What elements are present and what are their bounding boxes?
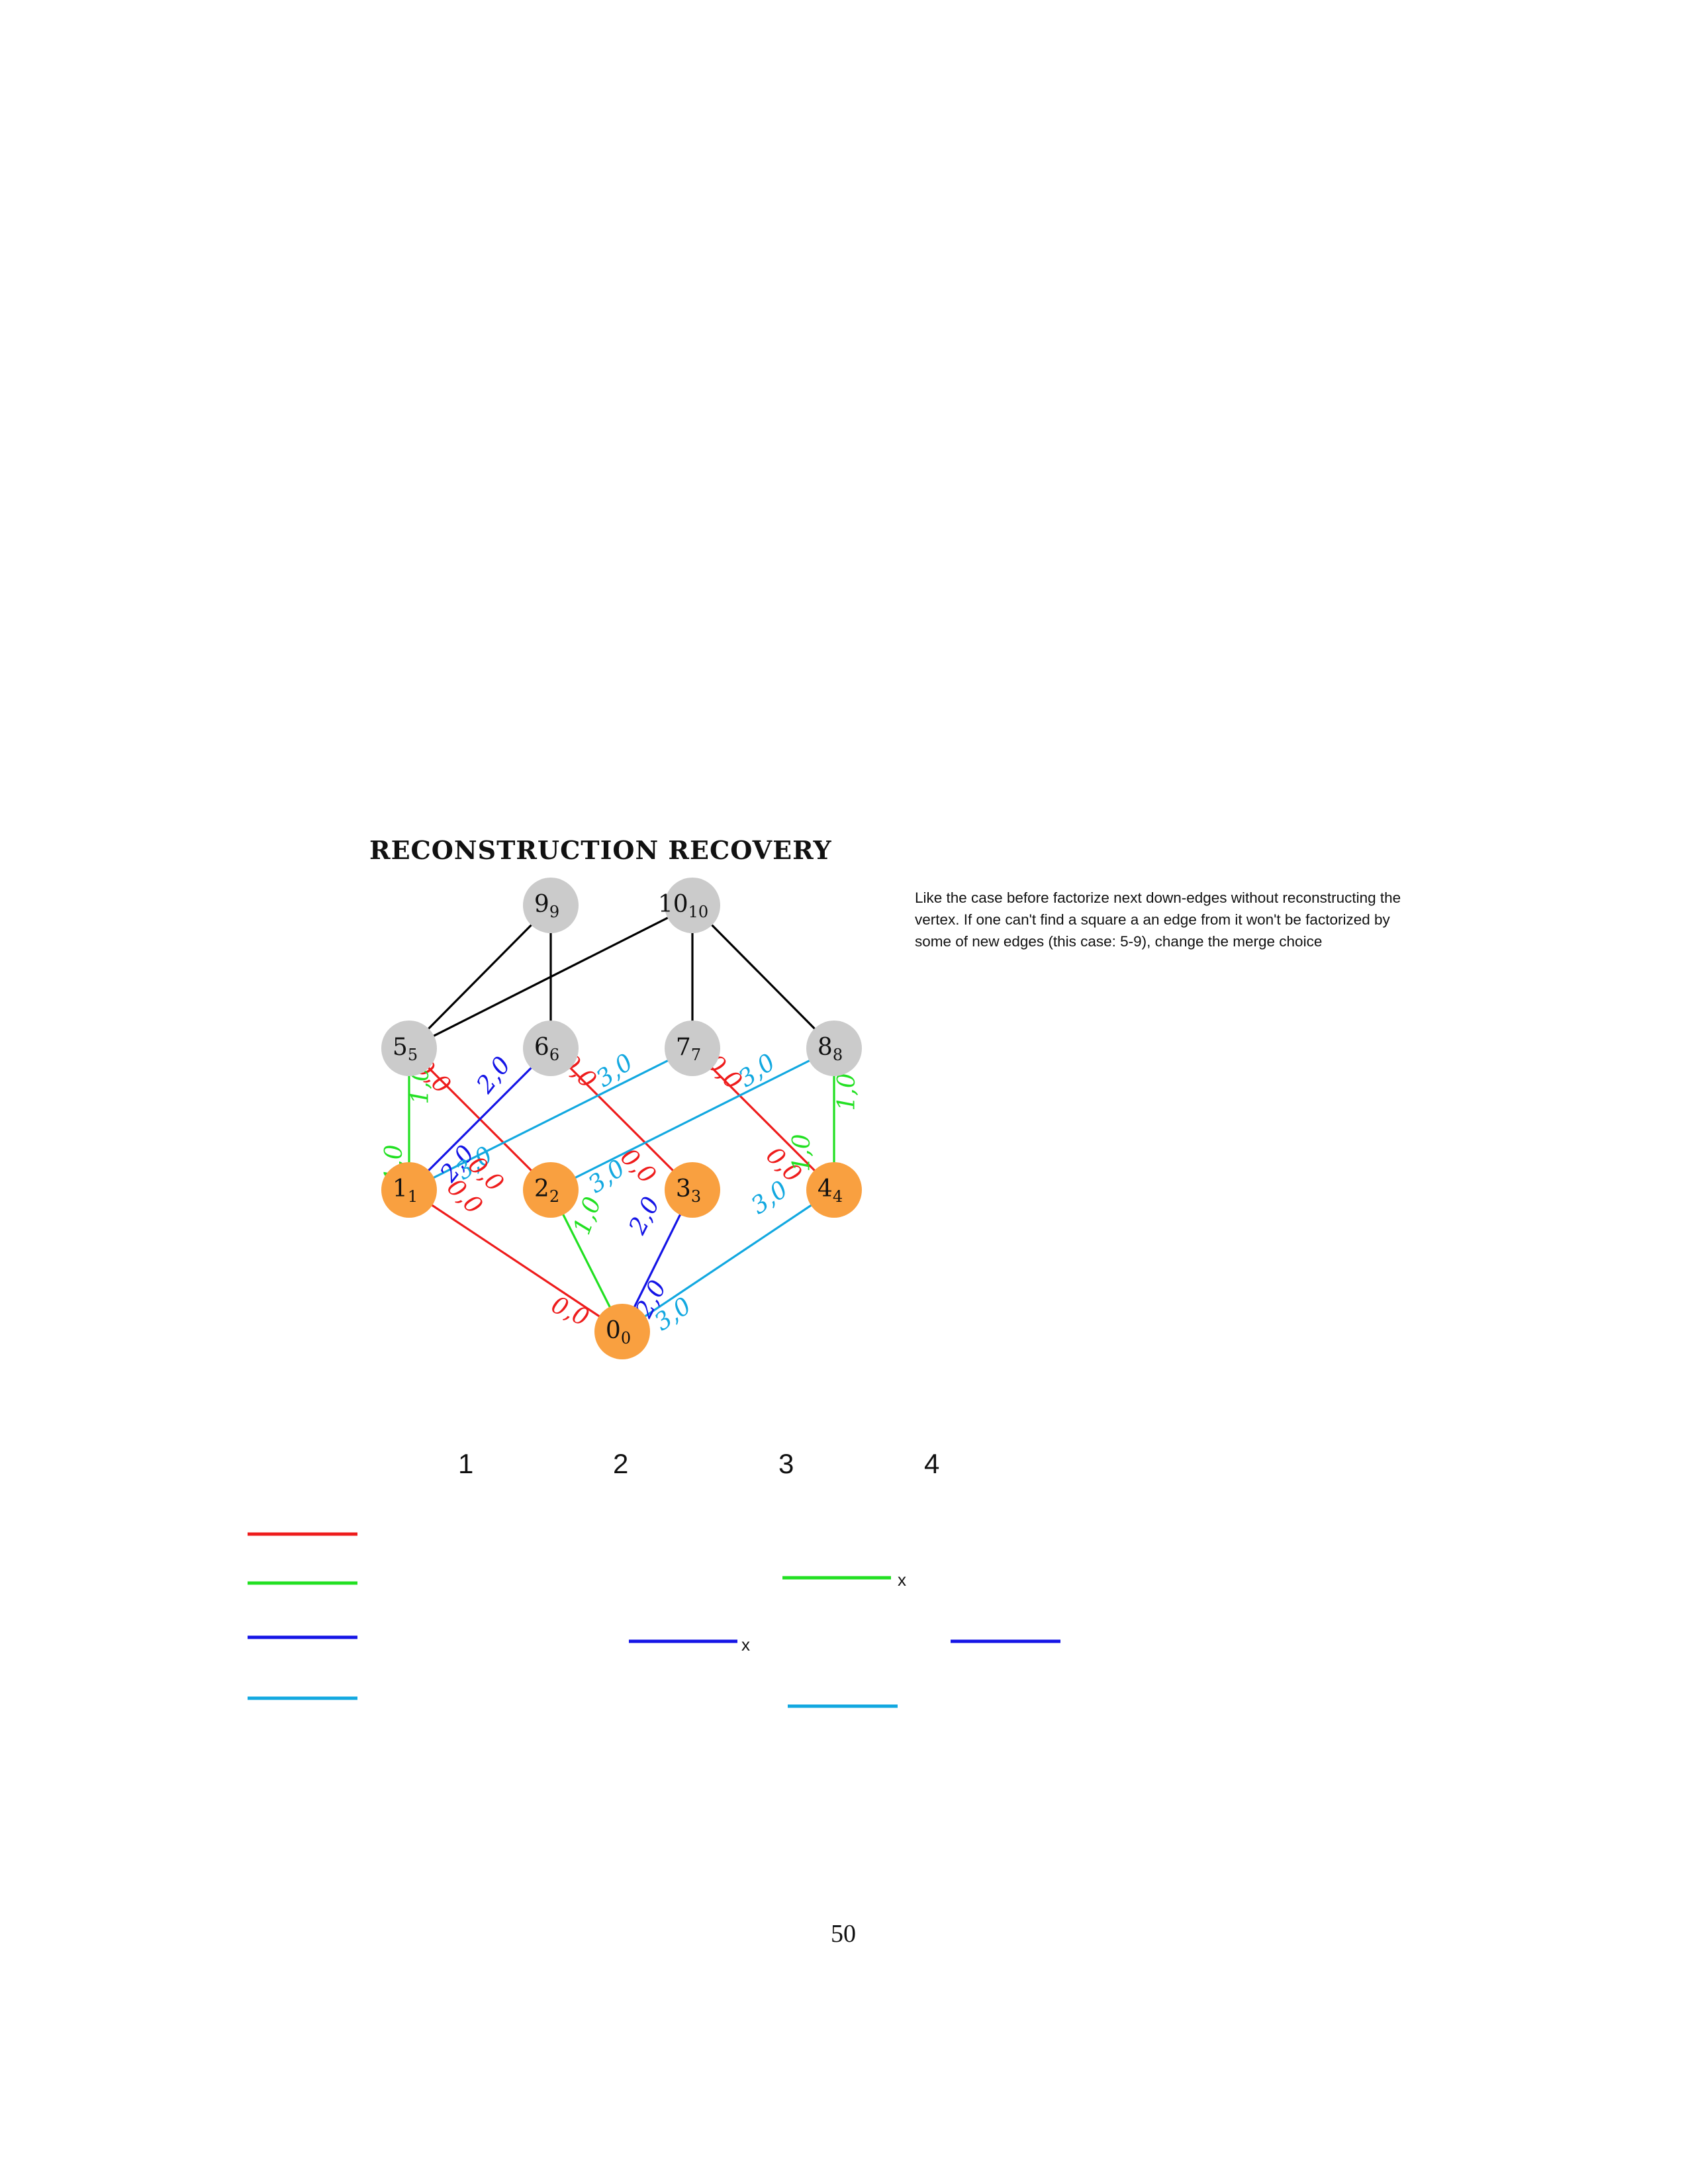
- node-label: 55: [393, 1034, 418, 1064]
- node-circle: [523, 1162, 579, 1218]
- node-1: 11: [381, 1162, 437, 1218]
- mark-col2-blue: x: [741, 1635, 750, 1655]
- edge-7-4: [691, 1047, 835, 1191]
- node-4: 44: [806, 1162, 862, 1218]
- node-9: 99: [523, 878, 579, 933]
- node-8: 88: [806, 1021, 862, 1076]
- node-circle: [806, 1021, 862, 1076]
- node-circle: [523, 1021, 579, 1076]
- edge-6-3: [549, 1047, 694, 1191]
- edge-10-5: [408, 904, 693, 1050]
- column-label-2: 2: [613, 1448, 629, 1479]
- edge-label: 0,0: [547, 1291, 592, 1332]
- node-10: 1010: [658, 878, 720, 933]
- node-6: 66: [523, 1021, 579, 1076]
- node-label: 33: [676, 1175, 701, 1206]
- node-2: 22: [523, 1162, 579, 1218]
- node-circle: [381, 1021, 437, 1076]
- node-label: 88: [818, 1034, 843, 1064]
- mark-col3-green: x: [898, 1570, 906, 1590]
- column-label-3: 3: [778, 1448, 794, 1479]
- edge-6-1: [408, 1047, 552, 1191]
- node-circle: [806, 1162, 862, 1218]
- node-label: 66: [534, 1034, 559, 1064]
- node-label: 99: [534, 891, 559, 921]
- edge-label: 2,0: [624, 1193, 665, 1240]
- column-label-1: 1: [458, 1448, 474, 1479]
- node-circle: [594, 1304, 650, 1359]
- edge-8-2: [550, 1047, 835, 1191]
- node-label: 22: [534, 1175, 559, 1206]
- edge-7-1: [408, 1047, 693, 1191]
- edge-label: 1,0: [833, 1073, 861, 1111]
- page-title: RECONSTRUCTION RECOVERY: [369, 835, 832, 865]
- node-circle: [665, 1021, 720, 1076]
- edge-9-5: [408, 904, 552, 1050]
- node-label: 77: [676, 1034, 701, 1064]
- edge-10-8: [691, 904, 835, 1050]
- edge-1-0: [408, 1189, 623, 1333]
- edge-label: 2,0: [471, 1052, 516, 1099]
- edge-4-0: [622, 1189, 835, 1333]
- node-label: 44: [818, 1175, 843, 1206]
- node-circle: [523, 878, 579, 933]
- column-label-4: 4: [924, 1448, 940, 1479]
- node-3: 33: [665, 1162, 720, 1218]
- node-0: 00: [594, 1304, 650, 1359]
- node-label: 11: [393, 1175, 418, 1206]
- node-circle: [665, 1162, 720, 1218]
- node-5: 55: [381, 1021, 437, 1076]
- edge-label: 3,0: [591, 1049, 637, 1093]
- node-7: 77: [665, 1021, 720, 1076]
- node-label: 00: [606, 1317, 631, 1347]
- edge-label: 3,0: [733, 1049, 780, 1093]
- page-number: 50: [831, 1920, 856, 1948]
- node-circle: [381, 1162, 437, 1218]
- note-text: Like the case before factorize next down…: [915, 889, 1401, 950]
- node-circle: [665, 878, 720, 933]
- edge-label: 1,0: [788, 1134, 816, 1171]
- node-label: 1010: [658, 891, 708, 921]
